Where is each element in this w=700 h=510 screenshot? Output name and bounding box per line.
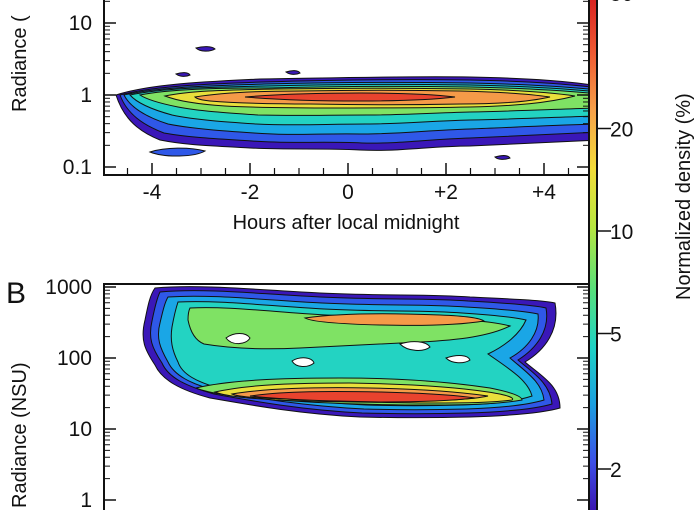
density-fragment <box>195 46 216 52</box>
y-tick-label: 10 <box>69 12 92 35</box>
density-fragment <box>284 70 301 75</box>
x-tick-label: -4 <box>143 181 162 204</box>
density-fragment <box>174 72 191 77</box>
colorbar-tick-label: 2 <box>610 459 622 482</box>
colorbar-tick-label: 20 <box>610 118 633 141</box>
colorbar-tick-label: 10 <box>610 221 633 244</box>
y-tick-label: 10 <box>69 418 92 441</box>
x-tick-label: 0 <box>342 181 354 204</box>
density-hole <box>225 333 251 345</box>
panel-b-density <box>142 286 561 419</box>
panel-b-ticks: 1 10 100 1000 <box>45 276 589 510</box>
colorbar-tick-label: 50 <box>610 0 633 6</box>
x-tick-label: +2 <box>434 181 458 204</box>
x-tick-label: -2 <box>241 181 260 204</box>
y-tick-label: 1000 <box>45 276 92 299</box>
panel-a-y-axis-label: Radiance ( <box>9 15 31 112</box>
y-tick-label: 1 <box>80 489 92 510</box>
panel-b-label: B <box>6 277 26 310</box>
x-tick-label: +4 <box>532 181 556 204</box>
panel-b-y-axis-label: Radiance (NSU) <box>9 362 31 508</box>
density-level-8 <box>244 92 456 102</box>
panel-a-density <box>115 46 589 160</box>
colorbar-ticks: 2 5 10 20 50 <box>597 0 633 482</box>
y-tick-label: 100 <box>57 347 92 370</box>
panel-a-x-axis-label: Hours after local midnight <box>233 212 460 234</box>
y-tick-label: 0.1 <box>63 156 92 179</box>
density-fragment <box>148 147 207 157</box>
density-level-8 <box>249 390 476 403</box>
y-tick-label: 1 <box>80 84 92 107</box>
panel-a: -4 -2 0 +2 +4 0.1 1 10 Hours after local midnig… <box>9 0 590 234</box>
density-secondary-peak <box>303 313 486 326</box>
density-hole <box>291 357 315 367</box>
panel-a-ticks: -4 -2 0 +2 +4 0.1 1 10 <box>63 0 589 204</box>
density-fragment <box>494 155 511 160</box>
density-hole <box>445 355 471 364</box>
colorbar-tick-label: 5 <box>610 324 622 347</box>
density-hole <box>399 341 431 351</box>
colorbar-bar <box>588 0 598 510</box>
panel-b: 1 10 100 1000 B Radiance (NSU) <box>6 276 590 510</box>
colorbar: 2 5 10 20 50 Normalized density (%) <box>588 0 695 510</box>
colorbar-label: Normalized density (%) <box>673 93 695 300</box>
